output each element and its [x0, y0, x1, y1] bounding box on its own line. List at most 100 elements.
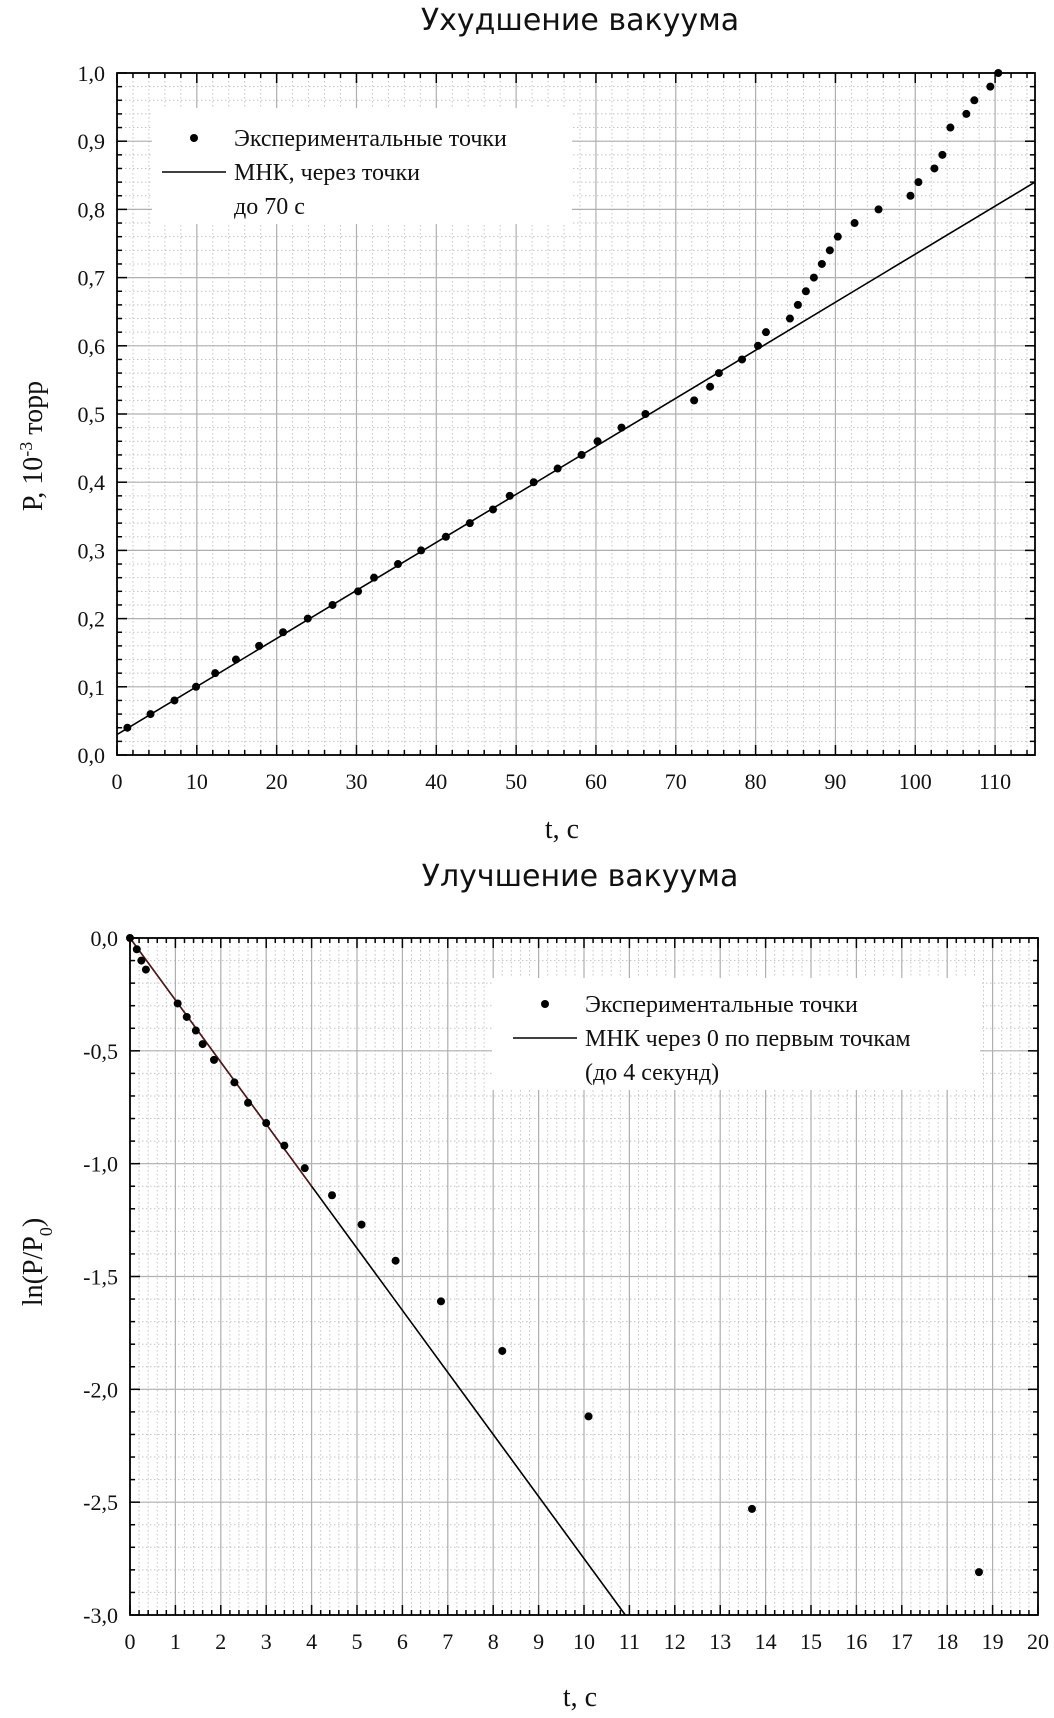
- chart-2-data-point: [498, 1346, 507, 1355]
- chart-2-legend-line-label-1: МНК через 0 по первым точкам: [585, 1026, 911, 1052]
- chart-1-x-tick-label: 10: [186, 769, 208, 794]
- chart-1-data-point: [962, 109, 971, 118]
- chart-2-data-point: [230, 1078, 239, 1087]
- chart-1-data-point: [441, 532, 450, 541]
- chart-1-legend-point-symbol: [190, 134, 198, 142]
- chart-1-data-point: [170, 696, 179, 705]
- chart-2-data-point: [747, 1504, 756, 1513]
- chart-2-x-tick-label: 7: [442, 1629, 453, 1654]
- chart-2-data-point: [126, 934, 134, 942]
- chart-2-y-axis-label-subscript: 0: [36, 1227, 56, 1236]
- chart-1-y-tick-label: 0,8: [78, 197, 106, 222]
- chart-2-x-tick-label: 4: [306, 1629, 317, 1654]
- chart-1-data-point: [617, 423, 626, 432]
- chart-1-data-point: [906, 191, 915, 200]
- chart-1-data-point: [785, 314, 794, 323]
- chart-2-x-tick-label: 5: [352, 1629, 363, 1654]
- chart-1-data-point: [641, 410, 650, 418]
- chart-1-data-point: [714, 369, 723, 378]
- chart-2-data-point: [357, 1220, 366, 1229]
- chart-2-x-tick-label: 18: [936, 1629, 958, 1654]
- chart-1-x-tick-label: 90: [824, 769, 846, 794]
- chart-2-data-point: [584, 1412, 593, 1421]
- chart-1-x-tick-label: 110: [979, 769, 1011, 794]
- chart-1-data-point: [738, 355, 747, 364]
- chart-1-y-tick-label: 0,5: [78, 402, 106, 427]
- chart-1-data-point: [577, 450, 586, 459]
- chart-2-data-point: [391, 1256, 400, 1265]
- chart-2-x-tick-label: 9: [533, 1629, 544, 1654]
- chart-1-data-point: [255, 641, 264, 650]
- chart-1-data-point: [505, 491, 514, 500]
- chart-1-y-tick-label: 0,3: [78, 538, 106, 563]
- chart-1-data-point: [970, 96, 979, 105]
- chart-1-fit-line: [116, 181, 1036, 736]
- chart-2-x-tick-label: 1: [170, 1629, 181, 1654]
- chart-1-data-point: [793, 300, 802, 309]
- chart-1-x-axis-label: t, c: [545, 814, 579, 845]
- chart-2-x-tick-label: 17: [891, 1629, 913, 1654]
- chart-2-axes: 0 1 2 3 4 5 6 7 8 9 10 11 12 13 14 15 16 17 18 19 20-3,0-2,5…: [83, 926, 1049, 1654]
- chart-1-x-tick-label: 80: [745, 769, 767, 794]
- chart-2-x-tick-label: 8: [488, 1629, 499, 1654]
- chart-2-legend-points-label: Экспериментальные точки: [585, 992, 858, 1018]
- chart-2-legend-line-label-2: (до 4 секунд): [585, 1060, 719, 1086]
- chart-1-data-point: [146, 710, 155, 719]
- chart-1-data-point: [553, 464, 562, 473]
- chart-1-data-point: [754, 341, 763, 350]
- chart-2-data-point: [280, 1141, 289, 1150]
- chart-2-data-point: [262, 1119, 271, 1128]
- chart-1-x-tick-label: 100: [899, 769, 932, 794]
- chart-1-y-tick-label: 0,2: [78, 607, 106, 632]
- chart-1-legend-line-label-1: МНК, через точки: [234, 160, 420, 186]
- chart-1-x-tick-label: 0: [112, 769, 123, 794]
- chart-1-data-point: [850, 219, 859, 228]
- chart-2-data-point: [141, 965, 150, 974]
- chart-1-legend-points-label: Экспериментальные точки: [234, 126, 507, 152]
- chart-1-axes: 0 10 20 30 40 50 60 70 80 90 100 110 0,0 0,1 0,2 0,3 0,4…: [78, 61, 1036, 794]
- chart-2-legend-point-symbol: [541, 1000, 549, 1008]
- chart-1-data-point: [529, 478, 538, 487]
- chart-2-y-tick-label: -0,5: [83, 1039, 118, 1064]
- chart-1-grid: [116, 72, 1035, 756]
- chart-1-data-point: [914, 178, 923, 187]
- chart-2-y-tick-label: 0,0: [91, 926, 119, 951]
- chart-2-data-point: [300, 1164, 309, 1173]
- chart-1-data-point: [123, 723, 132, 732]
- chart-1-legend-line-label-2: до 70 с: [234, 194, 305, 220]
- chart-1-y-tick-label: 0,9: [78, 129, 106, 154]
- chart-1-data-point: [488, 505, 497, 514]
- chart-1-data-point: [465, 519, 474, 528]
- chart-1-data-point: [303, 614, 312, 623]
- chart-2-y-tick-label: -2,5: [83, 1490, 118, 1515]
- chart-1-y-axis-label-unit: торр: [18, 381, 49, 442]
- chart-1-y-axis-label: P, 10-3 торр: [16, 381, 49, 511]
- chart-2-x-tick-label: 16: [845, 1629, 867, 1654]
- chart-1-y-tick-label: 0,4: [78, 470, 106, 495]
- chart-1-y-tick-label: 0,7: [78, 266, 106, 291]
- chart-1-x-tick-label: 50: [505, 769, 527, 794]
- chart-1-y-tick-label: 0,6: [78, 334, 106, 359]
- chart-1-data-point: [809, 273, 818, 282]
- chart-1-data-point: [370, 573, 379, 582]
- chart-1-x-tick-label: 40: [425, 769, 447, 794]
- chart-2: Улучшение вакуума 0 1 2 3 4 5 6 7 8 9 10 11 12 13 14 15…: [18, 859, 1049, 1713]
- chart-1-data-point: [938, 150, 947, 159]
- chart-1-data-point: [354, 587, 363, 596]
- chart-1-x-tick-label: 70: [665, 769, 687, 794]
- chart-1-data-point: [986, 82, 995, 91]
- chart-2-x-axis-label: t, c: [563, 1682, 597, 1713]
- chart-1-y-tick-label: 0,1: [78, 675, 106, 700]
- chart-1-data-point: [801, 287, 810, 296]
- chart-2-legend-box: [492, 978, 980, 1090]
- chart-2-x-tick-label: 10: [573, 1629, 595, 1654]
- chart-2-data-point: [137, 956, 146, 965]
- chart-2-y-tick-label: -3,0: [83, 1603, 118, 1628]
- chart-1-data-point: [417, 546, 426, 555]
- chart-1-x-tick-label: 30: [345, 769, 367, 794]
- chart-1-x-tick-label: 20: [266, 769, 288, 794]
- chart-2-legend: Экспериментальные точки МНК через 0 по п…: [492, 978, 980, 1090]
- chart-2-y-axis-label: ln(P/P0): [18, 1218, 56, 1306]
- chart-1-data-point: [994, 69, 1003, 77]
- chart-2-data-point: [436, 1297, 445, 1306]
